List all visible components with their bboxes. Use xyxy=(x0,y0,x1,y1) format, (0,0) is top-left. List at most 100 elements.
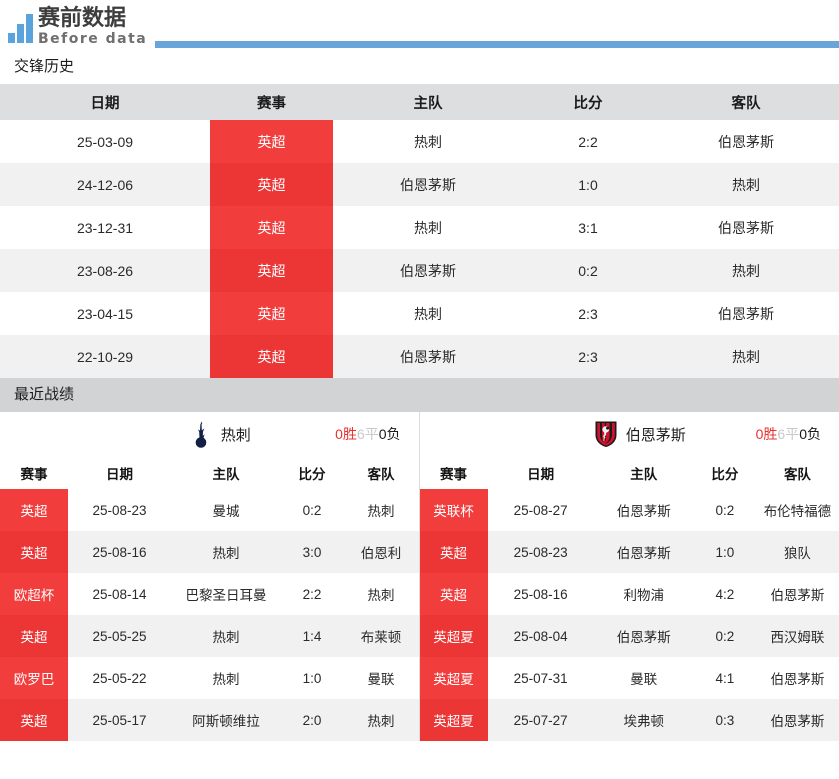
cell-home: 伯恩茅斯 xyxy=(333,249,523,292)
cell-score: 1:0 xyxy=(523,163,653,206)
cell-league[interactable]: 英超 xyxy=(210,249,333,292)
table-row[interactable]: 22-10-29 英超 伯恩茅斯 2:3 热刺 xyxy=(0,335,839,378)
cell-away: 伯恩茅斯 xyxy=(653,120,839,163)
cell-league[interactable]: 英超 xyxy=(0,531,68,573)
cell-date: 25-07-27 xyxy=(487,699,594,741)
logo-title-cn: 赛前数据 xyxy=(38,6,127,31)
cell-league[interactable]: 英超夏 xyxy=(419,615,488,657)
cell-score: 3:1 xyxy=(523,206,653,249)
col-league: 赛事 xyxy=(419,456,488,489)
cell-league[interactable]: 英超 xyxy=(210,120,333,163)
cell-league[interactable]: 英超 xyxy=(0,615,68,657)
head-to-head-table: 日期 赛事 主队 比分 客队 25-03-09 英超 热刺 2:2 伯恩茅斯 2… xyxy=(0,84,839,378)
cell-league[interactable]: 英超 xyxy=(210,292,333,335)
cell-score: 1:4 xyxy=(281,615,343,657)
table-row[interactable]: 英超 25-08-23 伯恩茅斯 1:0 狼队 xyxy=(419,531,839,573)
cell-league[interactable]: 英超 xyxy=(210,206,333,249)
cell-home: 伯恩茅斯 xyxy=(333,163,523,206)
table-row[interactable]: 英超夏 25-07-27 埃弗顿 0:3 伯恩茅斯 xyxy=(419,699,839,741)
cell-away: 伯恩茅斯 xyxy=(755,699,839,741)
cell-home: 曼城 xyxy=(171,489,281,531)
cell-home: 巴黎圣日耳曼 xyxy=(171,573,281,615)
col-date: 日期 xyxy=(487,456,594,489)
table-row[interactable]: 英超夏 25-07-31 曼联 4:1 伯恩茅斯 xyxy=(419,657,839,699)
left-team-header: 热刺 0胜6平0负 xyxy=(0,412,419,456)
cell-score: 2:3 xyxy=(523,292,653,335)
cell-league[interactable]: 英超 xyxy=(0,699,68,741)
bar-chart-icon xyxy=(8,13,33,43)
cell-league[interactable]: 欧超杯 xyxy=(0,573,68,615)
table-row[interactable]: 英超 25-05-17 阿斯顿维拉 2:0 热刺 xyxy=(0,699,419,741)
col-league: 赛事 xyxy=(210,84,333,120)
table-row[interactable]: 英联杯 25-08-27 伯恩茅斯 0:2 布伦特福德 xyxy=(419,489,839,531)
col-score: 比分 xyxy=(523,84,653,120)
table-row[interactable]: 欧罗巴 25-05-22 热刺 1:0 曼联 xyxy=(0,657,419,699)
cell-score: 2:0 xyxy=(281,699,343,741)
col-away: 客队 xyxy=(653,84,839,120)
cell-score: 4:1 xyxy=(693,657,756,699)
cell-home: 热刺 xyxy=(171,531,281,573)
cell-date: 25-08-04 xyxy=(487,615,594,657)
cell-score: 2:2 xyxy=(281,573,343,615)
cell-score: 0:3 xyxy=(693,699,756,741)
cell-league[interactable]: 英超 xyxy=(419,573,488,615)
cell-score: 1:0 xyxy=(281,657,343,699)
cell-away: 曼联 xyxy=(343,657,419,699)
left-record-wins: 0胜 xyxy=(335,426,357,442)
cell-league[interactable]: 英联杯 xyxy=(419,489,488,531)
right-team-name: 伯恩茅斯 xyxy=(625,426,686,444)
cell-away: 热刺 xyxy=(653,163,839,206)
table-row[interactable]: 英超 25-08-23 曼城 0:2 热刺 xyxy=(0,489,419,531)
table-header-row: 赛事 日期 主队 比分 客队 xyxy=(419,456,839,489)
cell-date: 25-05-22 xyxy=(68,657,171,699)
cell-away: 热刺 xyxy=(653,335,839,378)
table-row[interactable]: 英超 25-08-16 热刺 3:0 伯恩利 xyxy=(0,531,419,573)
cell-league[interactable]: 英超 xyxy=(0,489,68,531)
cell-league[interactable]: 英超夏 xyxy=(419,657,488,699)
table-row[interactable]: 23-04-15 英超 热刺 2:3 伯恩茅斯 xyxy=(0,292,839,335)
cell-home: 伯恩茅斯 xyxy=(593,531,694,573)
cell-date: 22-10-29 xyxy=(0,335,210,378)
cell-score: 0:2 xyxy=(693,615,756,657)
table-row[interactable]: 欧超杯 25-08-14 巴黎圣日耳曼 2:2 热刺 xyxy=(0,573,419,615)
recent-form-section-title: 最近战绩 xyxy=(0,378,839,412)
table-row[interactable]: 英超夏 25-08-04 伯恩茅斯 0:2 西汉姆联 xyxy=(419,615,839,657)
cell-away: 热刺 xyxy=(343,573,419,615)
cell-date: 25-03-09 xyxy=(0,120,210,163)
cell-date: 25-05-25 xyxy=(68,615,171,657)
cell-league[interactable]: 英超 xyxy=(210,335,333,378)
recent-form-panels: 热刺 0胜6平0负 赛事 日期 主队 比分 客队 xyxy=(0,412,839,741)
table-row[interactable]: 23-12-31 英超 热刺 3:1 伯恩茅斯 xyxy=(0,206,839,249)
cell-away: 布伦特福德 xyxy=(755,489,839,531)
table-row[interactable]: 英超 25-05-25 热刺 1:4 布莱顿 xyxy=(0,615,419,657)
site-logo[interactable]: 赛前数据 Before data xyxy=(8,4,147,46)
table-row[interactable]: 23-08-26 英超 伯恩茅斯 0:2 热刺 xyxy=(0,249,839,292)
header-blue-rule xyxy=(155,41,839,48)
table-row[interactable]: 英超 25-08-16 利物浦 4:2 伯恩茅斯 xyxy=(419,573,839,615)
cell-home: 伯恩茅斯 xyxy=(333,335,523,378)
cell-home: 伯恩茅斯 xyxy=(593,489,694,531)
cell-date: 25-07-31 xyxy=(487,657,594,699)
left-record-losses: 0负 xyxy=(378,426,401,442)
col-home: 主队 xyxy=(333,84,523,120)
right-form-table: 赛事 日期 主队 比分 客队 英联杯 25-08-27 伯恩茅斯 0:2 布伦特… xyxy=(419,456,839,741)
cell-home: 热刺 xyxy=(333,292,523,335)
cell-home: 伯恩茅斯 xyxy=(593,615,694,657)
cell-league[interactable]: 英超 xyxy=(419,531,488,573)
col-league: 赛事 xyxy=(0,456,68,489)
cell-date: 25-08-27 xyxy=(487,489,594,531)
cell-league[interactable]: 英超夏 xyxy=(419,699,488,741)
cell-date: 23-04-15 xyxy=(0,292,210,335)
cell-away: 热刺 xyxy=(343,699,419,741)
cell-away: 伯恩茅斯 xyxy=(653,292,839,335)
table-row[interactable]: 24-12-06 英超 伯恩茅斯 1:0 热刺 xyxy=(0,163,839,206)
right-record-losses: 0负 xyxy=(799,426,821,442)
cell-league[interactable]: 英超 xyxy=(210,163,333,206)
logo-text: 赛前数据 Before data xyxy=(38,6,147,47)
cell-date: 25-08-16 xyxy=(68,531,171,573)
cell-date: 25-08-16 xyxy=(487,573,594,615)
tottenham-crest-icon xyxy=(195,421,207,448)
table-row[interactable]: 25-03-09 英超 热刺 2:2 伯恩茅斯 xyxy=(0,120,839,163)
col-date: 日期 xyxy=(68,456,171,489)
cell-league[interactable]: 欧罗巴 xyxy=(0,657,68,699)
